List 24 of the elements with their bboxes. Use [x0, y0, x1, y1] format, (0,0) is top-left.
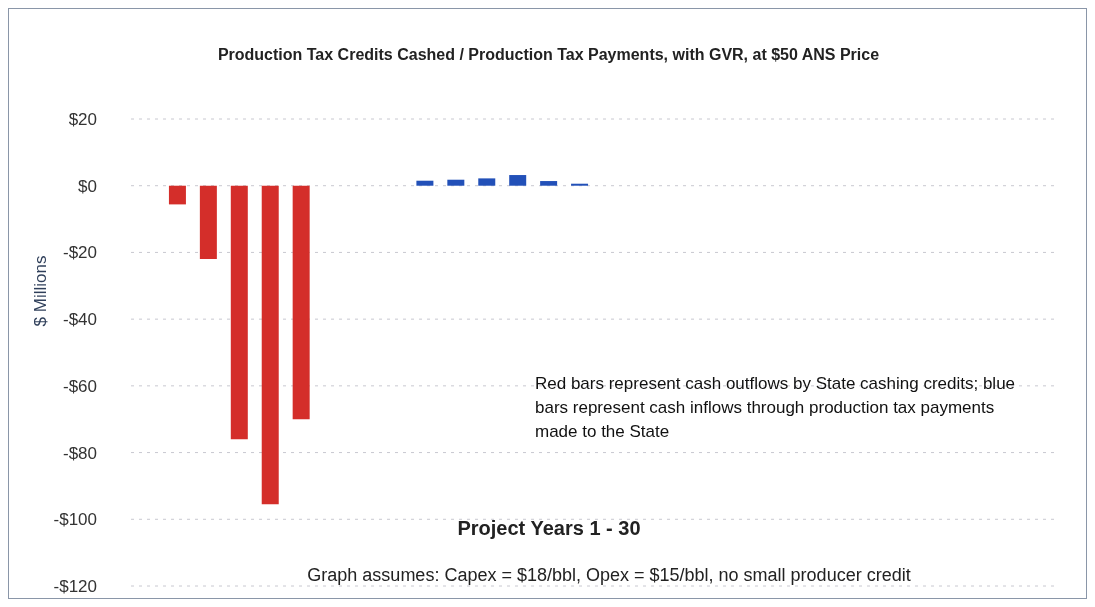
y-axis-title: $ Millions	[31, 254, 51, 329]
bar	[509, 175, 527, 186]
annotation: Graph assumes: Capex = $18/bbl, Opex = $15/bbl, no small producer credit	[306, 565, 912, 586]
y-tick-label: $0	[78, 176, 97, 196]
y-tick-label: $20	[68, 110, 97, 130]
bar	[478, 178, 496, 186]
bar	[540, 181, 558, 186]
bar	[199, 185, 217, 260]
y-tick-label: -$60	[62, 376, 97, 396]
bar	[168, 185, 186, 205]
bar	[571, 183, 589, 186]
y-tick-label: -$20	[62, 243, 97, 263]
bar	[230, 185, 248, 440]
y-tick-label: -$40	[62, 310, 97, 330]
bar	[447, 179, 465, 186]
bar	[261, 185, 279, 505]
annotation: Red bars represent cash outflows by State cashing credits; blue bars represent cash inflows through production tax payments made to the State	[535, 373, 1017, 443]
y-tick-label: -$100	[53, 510, 97, 530]
y-tick-label: -$80	[62, 443, 97, 463]
x-axis-title: Project Years 1 - 30	[456, 517, 642, 540]
bar	[292, 185, 310, 420]
chart-title: Production Tax Credits Cashed / Production Tax Payments, with GVR, at $50 ANS Price	[216, 46, 881, 64]
bar	[416, 180, 434, 186]
y-tick-label: -$120	[53, 577, 97, 597]
